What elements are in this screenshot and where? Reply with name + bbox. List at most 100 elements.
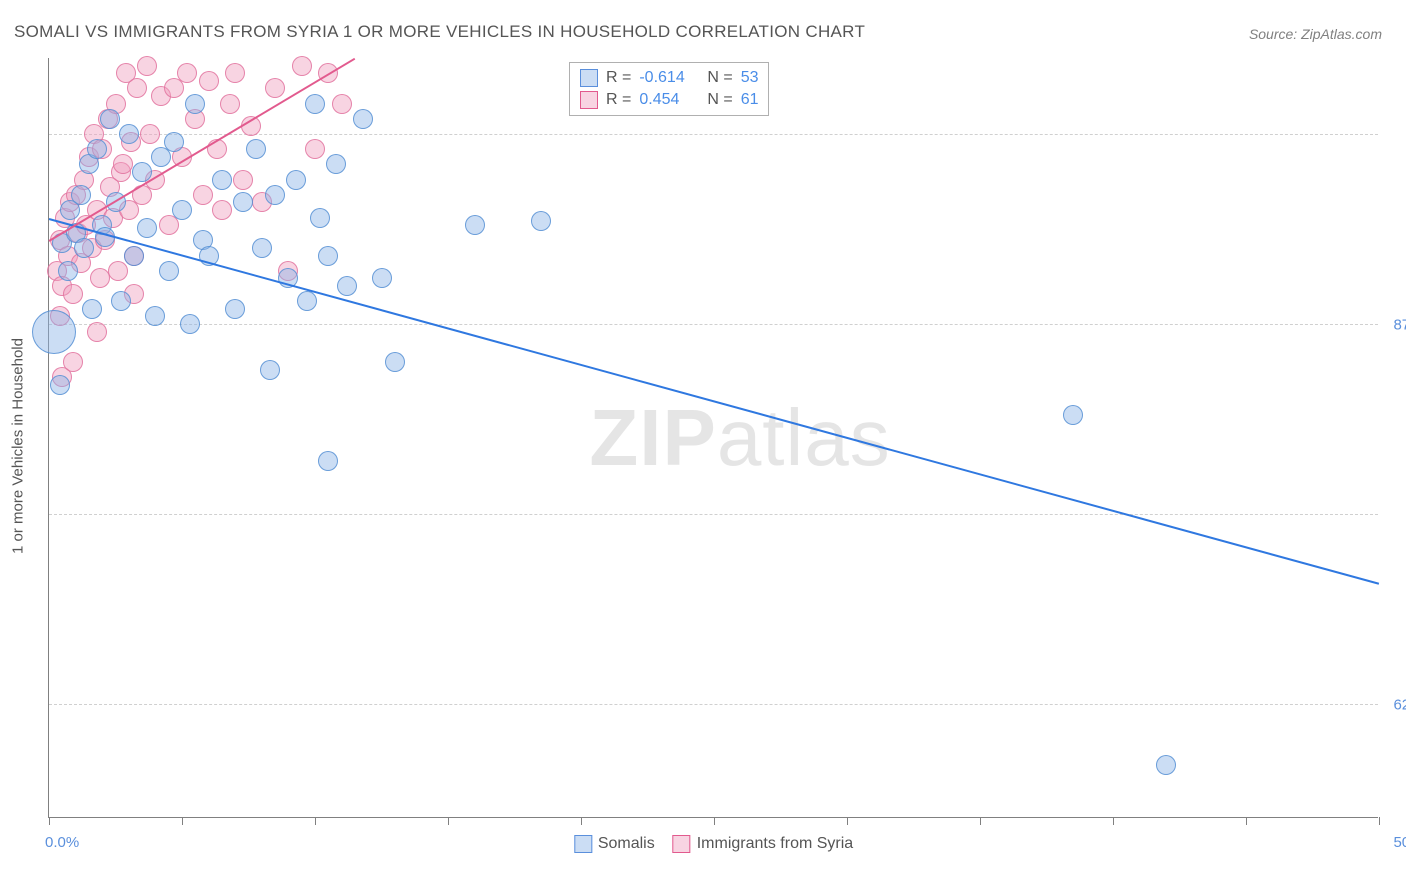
x-tick: [581, 817, 582, 825]
stats-row: R = 0.454 N = 61: [580, 89, 758, 111]
data-point: [63, 352, 83, 372]
data-point: [180, 314, 200, 334]
data-point: [372, 268, 392, 288]
x-tick: [1246, 817, 1247, 825]
watermark-bold: ZIP: [589, 393, 716, 482]
r-value: -0.614: [639, 69, 691, 87]
source-label: Source: ZipAtlas.com: [1249, 26, 1382, 42]
gridline: 62.5%: [49, 704, 1378, 705]
x-tick: [448, 817, 449, 825]
data-point: [159, 261, 179, 281]
data-point: [164, 132, 184, 152]
data-point: [305, 94, 325, 114]
x-tick: [714, 817, 715, 825]
data-point: [318, 451, 338, 471]
legend-swatch: [673, 835, 691, 853]
data-point: [531, 211, 551, 231]
data-point: [337, 276, 357, 296]
stats-legend: R = -0.614 N = 53 R = 0.454 N = 61: [569, 62, 769, 116]
n-label: N =: [707, 69, 732, 87]
data-point: [63, 284, 83, 304]
stats-row: R = -0.614 N = 53: [580, 67, 758, 89]
x-tick: [182, 817, 183, 825]
legend-label: Immigrants from Syria: [697, 835, 853, 853]
legend-item: Immigrants from Syria: [673, 835, 853, 853]
chart-plot-area: ZIPatlas R =-0.614N =53R =0.454N =61 Som…: [48, 58, 1378, 818]
data-point: [318, 246, 338, 266]
legend-label: Somalis: [598, 835, 655, 853]
data-point: [82, 299, 102, 319]
data-point: [32, 310, 76, 354]
gridline: 87.5%: [49, 324, 1378, 325]
data-point: [193, 185, 213, 205]
y-tick-label: 62.5%: [1393, 697, 1406, 714]
data-point: [113, 154, 133, 174]
data-point: [252, 238, 272, 258]
data-point: [385, 352, 405, 372]
legend-swatch: [580, 91, 598, 109]
data-point: [297, 291, 317, 311]
data-point: [212, 200, 232, 220]
data-point: [100, 109, 120, 129]
trend-line: [49, 218, 1380, 585]
series-legend: Somalis Immigrants from Syria: [574, 835, 853, 853]
x-tick: [315, 817, 316, 825]
chart-title: SOMALI VS IMMIGRANTS FROM SYRIA 1 OR MOR…: [14, 22, 865, 42]
data-point: [265, 185, 285, 205]
x-tick: [847, 817, 848, 825]
gridline: [49, 514, 1378, 515]
data-point: [108, 261, 128, 281]
n-label: N =: [707, 91, 732, 109]
data-point: [58, 261, 78, 281]
data-point: [465, 215, 485, 235]
data-point: [265, 78, 285, 98]
data-point: [310, 208, 330, 228]
y-axis-title: 1 or more Vehicles in Household: [10, 338, 27, 554]
data-point: [90, 268, 110, 288]
x-axis-max-label: 50.0%: [1393, 834, 1406, 851]
data-point: [50, 375, 70, 395]
y-tick-label: 87.5%: [1393, 317, 1406, 334]
data-point: [233, 170, 253, 190]
data-point: [326, 154, 346, 174]
r-label: R =: [606, 69, 631, 87]
x-tick: [1379, 817, 1380, 825]
x-tick: [49, 817, 50, 825]
data-point: [353, 109, 373, 129]
n-value: 61: [741, 91, 759, 109]
data-point: [185, 94, 205, 114]
watermark-light: atlas: [717, 393, 891, 482]
data-point: [246, 139, 266, 159]
x-axis-min-label: 0.0%: [45, 834, 79, 851]
data-point: [111, 291, 131, 311]
data-point: [199, 71, 219, 91]
data-point: [212, 170, 232, 190]
data-point: [74, 238, 94, 258]
data-point: [177, 63, 197, 83]
data-point: [225, 299, 245, 319]
data-point: [124, 246, 144, 266]
data-point: [233, 192, 253, 212]
data-point: [137, 56, 157, 76]
data-point: [220, 94, 240, 114]
r-value: 0.454: [639, 91, 691, 109]
data-point: [71, 185, 91, 205]
data-point: [225, 63, 245, 83]
data-point: [332, 94, 352, 114]
data-point: [87, 322, 107, 342]
data-point: [1063, 405, 1083, 425]
data-point: [87, 139, 107, 159]
data-point: [1156, 755, 1176, 775]
n-value: 53: [741, 69, 759, 87]
data-point: [292, 56, 312, 76]
data-point: [145, 306, 165, 326]
data-point: [127, 78, 147, 98]
data-point: [119, 124, 139, 144]
data-point: [286, 170, 306, 190]
legend-swatch: [574, 835, 592, 853]
data-point: [140, 124, 160, 144]
legend-swatch: [580, 69, 598, 87]
r-label: R =: [606, 91, 631, 109]
x-tick: [1113, 817, 1114, 825]
data-point: [172, 200, 192, 220]
